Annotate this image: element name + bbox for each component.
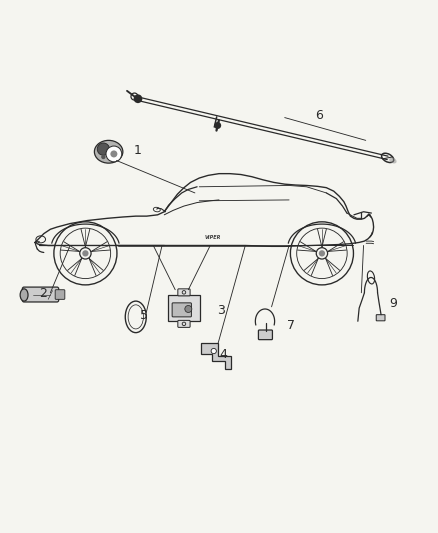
Text: 3: 3 — [217, 304, 225, 317]
Circle shape — [185, 305, 192, 312]
FancyBboxPatch shape — [55, 290, 65, 300]
FancyBboxPatch shape — [178, 320, 190, 327]
Circle shape — [97, 143, 110, 155]
FancyBboxPatch shape — [172, 303, 191, 317]
Text: 5: 5 — [140, 309, 148, 322]
Circle shape — [319, 250, 325, 256]
Text: 7: 7 — [287, 319, 295, 332]
Ellipse shape — [20, 289, 28, 301]
Circle shape — [134, 94, 142, 103]
Circle shape — [82, 250, 88, 256]
Circle shape — [214, 122, 221, 129]
Ellipse shape — [389, 158, 396, 164]
FancyBboxPatch shape — [376, 314, 385, 321]
FancyBboxPatch shape — [258, 330, 272, 340]
FancyBboxPatch shape — [22, 287, 59, 302]
FancyBboxPatch shape — [178, 289, 190, 296]
Polygon shape — [201, 343, 231, 369]
FancyBboxPatch shape — [167, 295, 201, 321]
Circle shape — [101, 155, 106, 159]
Text: 1: 1 — [134, 144, 141, 157]
Text: 4: 4 — [219, 348, 227, 361]
Ellipse shape — [94, 140, 123, 163]
Text: VIPER: VIPER — [204, 235, 221, 240]
Circle shape — [106, 146, 122, 162]
Circle shape — [211, 349, 216, 354]
Text: 2: 2 — [39, 287, 47, 300]
Text: 9: 9 — [389, 297, 397, 310]
Circle shape — [110, 150, 117, 157]
Text: 6: 6 — [315, 109, 323, 122]
